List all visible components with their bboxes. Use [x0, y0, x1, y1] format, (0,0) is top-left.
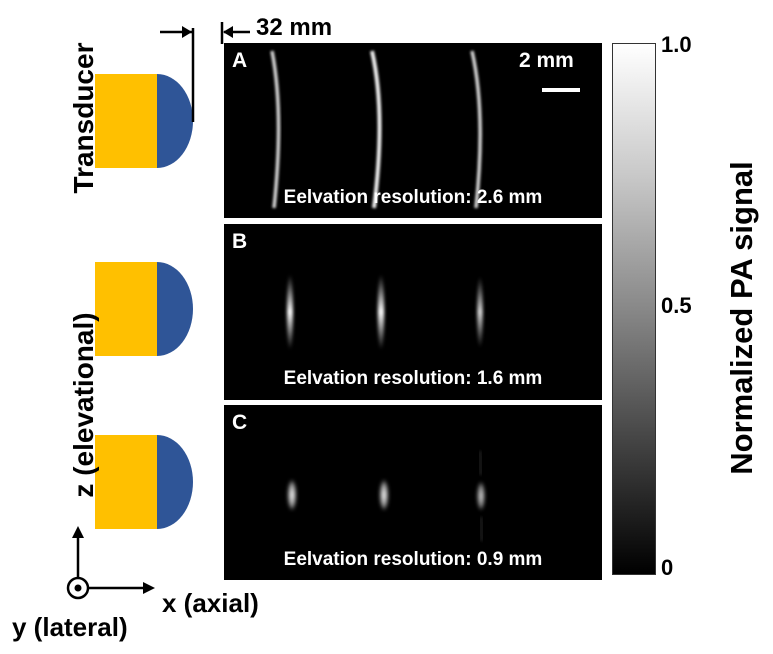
panel-b: B Eelvation resolution: 1.6 mm — [224, 224, 602, 400]
panel-c-letter: C — [232, 411, 248, 434]
colorbar-title: Normalized PA signal — [724, 161, 759, 475]
pa-signal-trace — [370, 50, 382, 209]
faint-trace — [480, 516, 483, 542]
colorbar-tick-min: 0 — [661, 555, 674, 580]
transducer-lens — [157, 435, 193, 529]
dimension-arrows — [160, 22, 250, 122]
pa-signal-trace — [470, 50, 482, 209]
panel-b-letter: B — [232, 230, 248, 253]
pa-signal-spot — [477, 276, 483, 348]
panel-a-caption: Eelvation resolution: 2.6 mm — [283, 187, 543, 208]
transducer-b — [95, 262, 193, 356]
y-axis-label: y (lateral) — [12, 612, 128, 642]
transducer-body — [95, 262, 157, 356]
transducer-body — [95, 74, 157, 168]
colorbar-tick-mid: 0.5 — [661, 293, 692, 318]
transducer-label: Transducer — [68, 42, 99, 194]
panel-b-image — [287, 274, 483, 350]
pa-signal-trace — [270, 50, 281, 209]
pa-signal-spot — [377, 274, 385, 350]
dimension-label: 32 mm — [256, 14, 333, 41]
panel-a: A 2 mm Eelvation resolution: 2.6 mm — [224, 43, 602, 218]
x-axis-label: x (axial) — [162, 588, 259, 618]
pa-signal-spot — [476, 481, 486, 511]
panel-a-letter: A — [232, 49, 248, 72]
panel-a-image — [270, 50, 580, 209]
colorbar — [612, 43, 656, 575]
faint-trace — [479, 450, 482, 476]
transducer-a — [95, 74, 193, 168]
panel-c-caption: Eelvation resolution: 0.9 mm — [283, 549, 543, 570]
coordinate-axes — [66, 526, 155, 600]
pa-signal-spot — [379, 479, 389, 511]
z-axis-label: z (elevational) — [68, 312, 99, 498]
pa-signal-spot — [287, 479, 297, 511]
panel-c: C Eelvation resolution: 0.9 mm — [224, 405, 602, 580]
transducer-body — [95, 435, 157, 529]
transducer-lens — [157, 74, 193, 168]
panel-b-caption: Eelvation resolution: 1.6 mm — [283, 368, 543, 389]
pa-signal-spot — [287, 274, 293, 350]
transducer-lens — [157, 262, 193, 356]
colorbar-tick-max: 1.0 — [661, 32, 692, 57]
transducer-c — [95, 435, 193, 529]
scale-bar-label: 2 mm — [519, 49, 574, 72]
panel-c-image — [285, 425, 486, 542]
